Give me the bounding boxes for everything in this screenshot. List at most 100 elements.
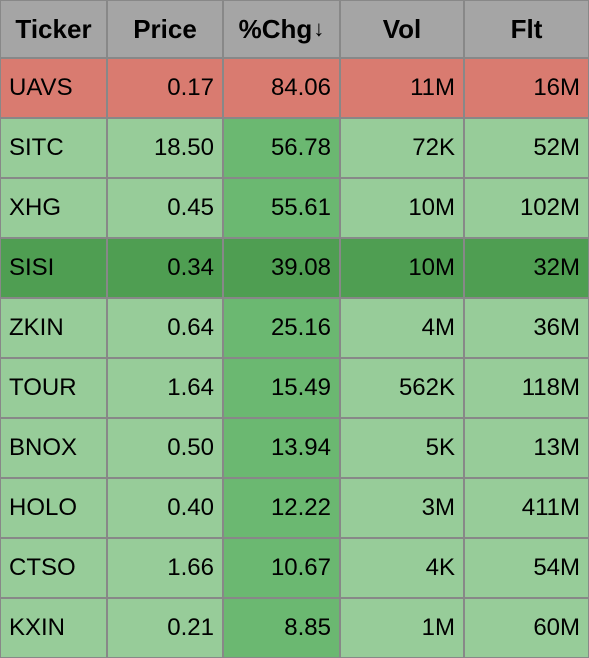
table-row[interactable]: CTSO 1.66 10.67 4K 54M — [0, 538, 589, 598]
cell-value: 102M — [520, 194, 580, 222]
table-row[interactable]: SITC 18.50 56.78 72K 52M — [0, 118, 589, 178]
cell-value: 0.45 — [167, 194, 214, 222]
cell-flt: 13M — [464, 418, 589, 478]
cell-value: 39.08 — [271, 254, 331, 282]
table-row[interactable]: BNOX 0.50 13.94 5K 13M — [0, 418, 589, 478]
cell-flt: 32M — [464, 238, 589, 298]
column-header-pctchg[interactable]: %Chg↓ — [223, 0, 340, 58]
cell-flt: 102M — [464, 178, 589, 238]
cell-ticker: HOLO — [0, 478, 107, 538]
cell-value: SISI — [9, 254, 54, 282]
table-row[interactable]: XHG 0.45 55.61 10M 102M — [0, 178, 589, 238]
cell-value: 72K — [412, 134, 455, 162]
column-header-label: Vol — [383, 14, 422, 45]
cell-value: 32M — [533, 254, 580, 282]
cell-value: 25.16 — [271, 314, 331, 342]
table-body: UAVS 0.17 84.06 11M 16M SITC 18.50 56.78 72K 52M X… — [0, 58, 589, 658]
table-row[interactable]: KXIN 0.21 8.85 1M 60M — [0, 598, 589, 658]
cell-value: HOLO — [9, 494, 77, 522]
cell-value: UAVS — [9, 74, 73, 102]
cell-value: 10M — [408, 194, 455, 222]
stock-table: Ticker Price %Chg↓ Vol Flt UAVS 0.17 84.06… — [0, 0, 589, 658]
table-row[interactable]: ZKIN 0.64 25.16 4M 36M — [0, 298, 589, 358]
cell-pct_chg: 55.61 — [223, 178, 340, 238]
cell-value: KXIN — [9, 614, 65, 642]
cell-price: 0.17 — [107, 58, 223, 118]
cell-value: 54M — [533, 554, 580, 582]
cell-pct_chg: 84.06 — [223, 58, 340, 118]
cell-value: XHG — [9, 194, 61, 222]
cell-price: 0.45 — [107, 178, 223, 238]
sort-desc-icon: ↓ — [313, 16, 324, 42]
cell-price: 0.34 — [107, 238, 223, 298]
cell-ticker: UAVS — [0, 58, 107, 118]
column-header-price[interactable]: Price — [107, 0, 223, 58]
cell-flt: 52M — [464, 118, 589, 178]
column-header-label: Flt — [511, 14, 543, 45]
cell-vol: 4M — [340, 298, 464, 358]
column-header-ticker[interactable]: Ticker — [0, 0, 107, 58]
column-header-vol[interactable]: Vol — [340, 0, 464, 58]
cell-value: 13.94 — [271, 434, 331, 462]
cell-vol: 72K — [340, 118, 464, 178]
cell-value: 56.78 — [271, 134, 331, 162]
column-header-label: Price — [133, 14, 197, 45]
column-header-flt[interactable]: Flt — [464, 0, 589, 58]
cell-flt: 118M — [464, 358, 589, 418]
cell-value: 0.21 — [167, 614, 214, 642]
cell-vol: 5K — [340, 418, 464, 478]
cell-value: 0.17 — [167, 74, 214, 102]
cell-vol: 10M — [340, 178, 464, 238]
cell-value: 15.49 — [271, 374, 331, 402]
cell-value: 13M — [533, 434, 580, 462]
cell-value: 8.85 — [284, 614, 331, 642]
cell-flt: 36M — [464, 298, 589, 358]
cell-price: 1.64 — [107, 358, 223, 418]
cell-value: 1.66 — [167, 554, 214, 582]
cell-ticker: ZKIN — [0, 298, 107, 358]
cell-vol: 10M — [340, 238, 464, 298]
cell-value: 562K — [399, 374, 455, 402]
cell-ticker: SITC — [0, 118, 107, 178]
table-row[interactable]: UAVS 0.17 84.06 11M 16M — [0, 58, 589, 118]
cell-value: 0.40 — [167, 494, 214, 522]
cell-vol: 4K — [340, 538, 464, 598]
cell-value: 18.50 — [154, 134, 214, 162]
cell-price: 0.50 — [107, 418, 223, 478]
cell-ticker: KXIN — [0, 598, 107, 658]
cell-pct_chg: 13.94 — [223, 418, 340, 478]
cell-value: 0.50 — [167, 434, 214, 462]
cell-value: CTSO — [9, 554, 76, 582]
cell-value: 0.64 — [167, 314, 214, 342]
table-row[interactable]: HOLO0.4012.223M411M — [0, 478, 589, 538]
cell-value: 55.61 — [271, 194, 331, 222]
cell-ticker: SISI — [0, 238, 107, 298]
cell-ticker: XHG — [0, 178, 107, 238]
cell-flt: 411M — [464, 478, 589, 538]
cell-pct_chg: 39.08 — [223, 238, 340, 298]
cell-value: 10.67 — [271, 554, 331, 582]
cell-value: 4M — [422, 314, 455, 342]
cell-value: 5K — [426, 434, 455, 462]
cell-pct_chg: 10.67 — [223, 538, 340, 598]
cell-value: 52M — [533, 134, 580, 162]
cell-price: 18.50 — [107, 118, 223, 178]
cell-price: 1.66 — [107, 538, 223, 598]
cell-value: 60M — [533, 614, 580, 642]
table-row[interactable]: TOUR 1.64 15.49 562K 118M — [0, 358, 589, 418]
cell-ticker: TOUR — [0, 358, 107, 418]
column-header-label: %Chg — [239, 14, 313, 45]
table-row[interactable]: SISI 0.34 39.08 10M 32M — [0, 238, 589, 298]
cell-flt: 16M — [464, 58, 589, 118]
cell-value: 11M — [410, 74, 455, 102]
cell-value: 118M — [522, 374, 580, 402]
cell-value: 1M — [422, 614, 455, 642]
cell-pct_chg: 8.85 — [223, 598, 340, 658]
cell-value: 411M — [522, 494, 580, 522]
cell-value: ZKIN — [9, 314, 64, 342]
cell-ticker: BNOX — [0, 418, 107, 478]
cell-value: TOUR — [9, 374, 77, 402]
cell-pct_chg: 56.78 — [223, 118, 340, 178]
cell-pct_chg: 15.49 — [223, 358, 340, 418]
cell-vol: 3M — [340, 478, 464, 538]
